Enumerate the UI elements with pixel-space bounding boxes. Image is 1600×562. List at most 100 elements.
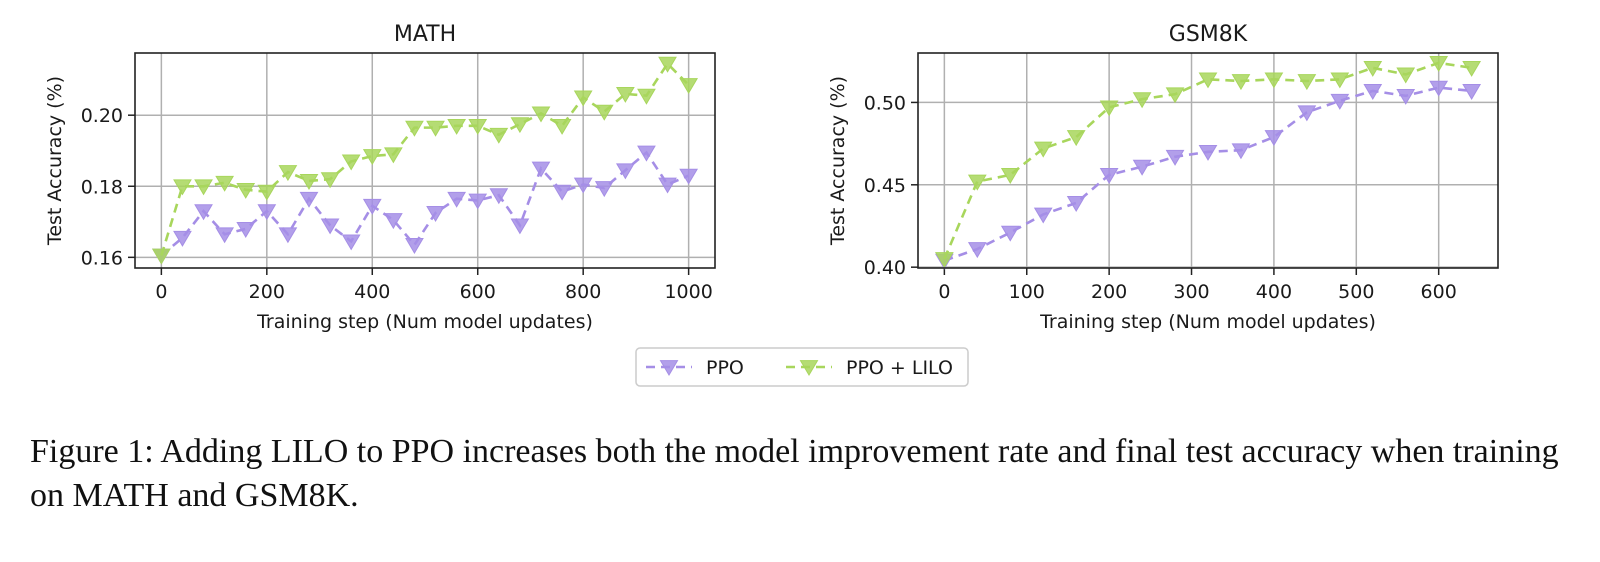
math-point-ppo [278, 227, 298, 244]
gsm8k-y-axis-label: Test Accuracy (%) [827, 76, 849, 246]
gsm8k-point-ppo-lilo [1396, 67, 1416, 84]
math-point-ppo [447, 191, 467, 208]
math-title: MATH [394, 22, 456, 47]
math-point-ppo [194, 204, 213, 221]
gsm8k-x-tick-label: 600 [1421, 281, 1457, 303]
math-point-ppo-lilo [383, 147, 403, 164]
math-point-ppo [573, 177, 593, 194]
gsm8k-point-ppo [1000, 225, 1020, 242]
gsm8k-title: GSM8K [1169, 22, 1248, 47]
legend-label-ppo-lilo: PPO + LILO [846, 357, 953, 379]
gsm8k-point-ppo [1165, 149, 1185, 166]
math-point-ppo-lilo [173, 179, 192, 196]
math-point-ppo-lilo [531, 106, 551, 123]
legend: PPO PPO + LILO [635, 347, 969, 387]
math-point-ppo [320, 218, 340, 235]
gsm8k-series-line-ppo-lilo [943, 61, 1472, 260]
gsm8k-point-ppo [1264, 130, 1284, 147]
gsm8k-point-ppo [1363, 84, 1383, 100]
gsm8k-point-ppo [1132, 159, 1152, 176]
math-point-ppo-lilo [658, 56, 677, 73]
math-point-ppo [341, 234, 361, 251]
gsm8k-point-ppo [1033, 207, 1053, 224]
gsm8k-point-ppo-lilo [1462, 60, 1482, 77]
gsm8k-series-line-ppo [943, 86, 1472, 262]
legend-marker-ppo-lilo [799, 360, 819, 377]
math-point-ppo-lilo [299, 174, 319, 190]
gsm8k-point-ppo [1066, 196, 1086, 212]
math-axes-frame [134, 52, 716, 269]
gsm8k-y-tick-label: 0.50 [864, 92, 906, 114]
gsm8k-x-tick-label: 100 [1009, 281, 1045, 303]
math-point-ppo [299, 191, 319, 208]
gsm8k-point-ppo-lilo [1264, 72, 1284, 89]
gsm8k-point-ppo-lilo [1297, 74, 1317, 91]
gsm8k-point-ppo [1231, 143, 1251, 160]
math-series-line-ppo [160, 150, 690, 257]
math-x-tick-label: 1000 [664, 281, 712, 303]
math-point-ppo [257, 204, 277, 221]
math-point-ppo-lilo [468, 118, 488, 135]
gsm8k-point-ppo-lilo [1033, 141, 1053, 158]
math-point-ppo-lilo [552, 118, 572, 135]
math-point-ppo [531, 161, 551, 178]
math-point-ppo [658, 177, 677, 194]
math-point-ppo-lilo [573, 90, 593, 107]
gsm8k-y-tick-label: 0.45 [864, 175, 906, 197]
math-x-tick-label: 0 [155, 281, 167, 303]
math-y-tick-label: 0.20 [81, 105, 123, 127]
math-point-ppo [362, 198, 382, 215]
gsm8k-point-ppo-lilo [967, 174, 987, 191]
math-x-tick-label: 400 [354, 281, 390, 303]
math-point-ppo [173, 230, 192, 247]
gsm8k-point-ppo [1198, 144, 1218, 161]
math-point-ppo [679, 168, 699, 185]
math-x-tick-label: 600 [460, 281, 496, 303]
legend-marker-ppo [659, 360, 679, 377]
math-x-axis-label: Training step (Num model updates) [256, 311, 593, 333]
gsm8k-axes-frame [917, 52, 1499, 269]
math-point-ppo [637, 145, 656, 162]
math-point-ppo [468, 193, 488, 210]
gsm8k-point-ppo-lilo [1165, 87, 1185, 104]
math-point-ppo-lilo [194, 179, 213, 196]
gsm8k-point-ppo [1396, 88, 1416, 105]
gsm8k-point-ppo [1429, 80, 1449, 97]
gsm8k-point-ppo [1330, 93, 1350, 110]
math-point-ppo-lilo [594, 104, 614, 121]
math-point-ppo-lilo [362, 149, 382, 166]
gsm8k-x-tick-label: 400 [1256, 281, 1292, 303]
gsm8k-point-ppo [1462, 84, 1482, 100]
gsm8k-point-ppo-lilo [1000, 168, 1020, 184]
math-point-ppo-lilo [489, 127, 509, 144]
math-chart: 0 200 400 600 800 1000 0.16 0.18 0.20 MATH Trainin… [44, 22, 716, 333]
math-point-ppo-lilo [341, 154, 361, 171]
gsm8k-point-ppo [1099, 168, 1119, 184]
gsm8k-point-ppo [1297, 105, 1317, 122]
math-point-ppo-lilo [447, 118, 467, 135]
math-point-ppo [489, 188, 509, 205]
math-x-tick-label: 200 [249, 281, 285, 303]
math-point-ppo [510, 218, 530, 235]
math-point-ppo [405, 238, 424, 254]
math-point-ppo-lilo [236, 182, 256, 199]
gsm8k-chart: 0 100 200 300 400 500 600 0.40 0.45 0.50 GSM8K Trai… [827, 22, 1499, 333]
figure-caption: Figure 1: Adding LILO to PPO increases b… [30, 433, 1559, 514]
math-x-tick-label: 800 [565, 281, 601, 303]
math-point-ppo-lilo [426, 120, 445, 137]
math-point-ppo [383, 213, 403, 230]
math-point-ppo [594, 181, 614, 198]
math-point-ppo-lilo [320, 172, 340, 189]
figure-1: 0 200 400 600 800 10000.160.180.20MATHTrainin… [44, 22, 1499, 387]
math-y-axis-label: Test Accuracy (%) [44, 76, 66, 246]
math-point-ppo [236, 222, 256, 238]
math-point-ppo-lilo [278, 165, 298, 182]
gsm8k-point-ppo-lilo [1066, 130, 1086, 147]
math-y-tick-label: 0.16 [81, 247, 123, 269]
gsm8k-y-tick-label: 0.40 [864, 257, 906, 279]
gsm8k-point-ppo-lilo [1198, 72, 1218, 89]
gsm8k-point-ppo-lilo [934, 252, 954, 268]
gsm8k-point-ppo-lilo [1231, 74, 1251, 91]
gsm8k-point-ppo-lilo [1429, 56, 1449, 72]
math-point-ppo [426, 206, 445, 222]
